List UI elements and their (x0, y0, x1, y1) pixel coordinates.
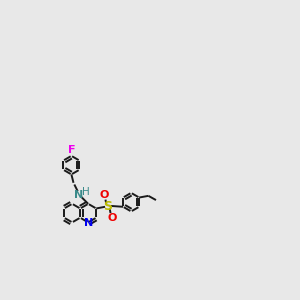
Text: N: N (84, 218, 93, 228)
Text: O: O (99, 190, 109, 200)
Text: O: O (107, 213, 117, 223)
Text: F: F (68, 146, 75, 155)
Text: S: S (103, 200, 112, 213)
Text: H: H (82, 188, 90, 197)
Text: N: N (74, 190, 84, 200)
